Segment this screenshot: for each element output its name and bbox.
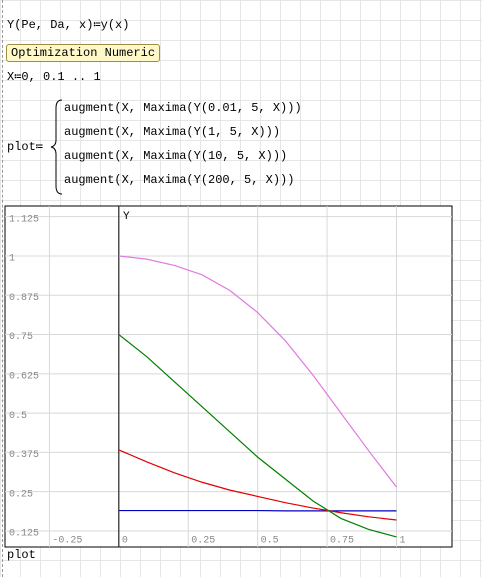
y-tick-label: 0.5 bbox=[9, 411, 27, 422]
x-tick-label: -0.25 bbox=[52, 536, 82, 547]
x-tick-label: 0.75 bbox=[330, 536, 354, 547]
range: X≔0, 0.1 .. 1 bbox=[7, 70, 101, 84]
plot-row: augment(X, Maxima(Y(0.01, 5, X))) bbox=[64, 101, 302, 115]
series-line bbox=[118, 449, 397, 521]
definition: Y(Pe, Da, x)≔y(x) bbox=[7, 18, 130, 32]
y-tick-label: 0.625 bbox=[9, 371, 39, 382]
y-axis-label: Y bbox=[123, 211, 130, 223]
y-tick-label: 0.75 bbox=[9, 332, 33, 343]
y-tick-label: 0.125 bbox=[9, 529, 39, 540]
plot-frame bbox=[4, 205, 453, 548]
plot-row: augment(X, Maxima(Y(200, 5, X))) bbox=[64, 173, 295, 187]
y-tick-label: 0.25 bbox=[9, 489, 33, 500]
plot-name: plot≔ bbox=[7, 140, 44, 154]
x-tick-label: 0.5 bbox=[261, 536, 279, 547]
plot-row: augment(X, Maxima(Y(10, 5, X))) bbox=[64, 149, 288, 163]
x-tick-label: 0 bbox=[122, 536, 128, 547]
series-line bbox=[118, 255, 397, 488]
plot-row: augment(X, Maxima(Y(1, 5, X))) bbox=[64, 125, 281, 139]
button[interactable]: Optimization Numeric bbox=[6, 44, 161, 62]
y-tick-label: 0.875 bbox=[9, 293, 39, 304]
x-tick-label: 0.25 bbox=[191, 536, 215, 547]
y-tick-label: 1 bbox=[9, 254, 15, 265]
margin-line bbox=[2, 0, 3, 577]
x-tick-label: 1 bbox=[399, 536, 405, 547]
caption: plot bbox=[7, 548, 36, 562]
y-tick-label: 0.375 bbox=[9, 450, 39, 461]
series-line bbox=[118, 334, 397, 538]
brace bbox=[50, 99, 63, 195]
y-tick-label: 1.125 bbox=[9, 214, 39, 225]
